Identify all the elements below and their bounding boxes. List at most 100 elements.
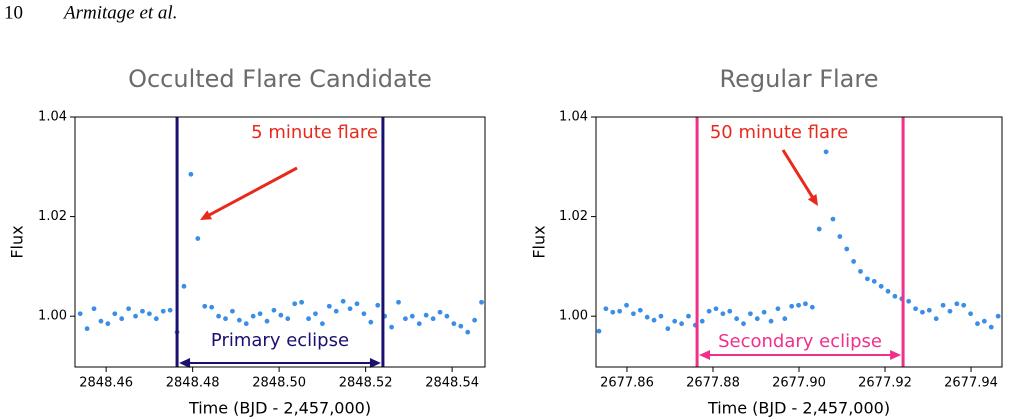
data-point — [603, 306, 609, 312]
data-point — [403, 316, 408, 322]
data-point — [699, 318, 705, 324]
data-point — [796, 302, 801, 308]
data-point — [264, 318, 270, 324]
span-arrow-head — [369, 358, 381, 368]
data-point — [823, 149, 829, 155]
span-arrow-head — [179, 358, 191, 368]
data-point — [216, 313, 221, 319]
x-tick-label: 2677.94 — [944, 376, 998, 391]
annotation-arrow — [781, 149, 817, 203]
data-point — [243, 321, 249, 327]
data-point — [734, 316, 740, 322]
data-point — [988, 324, 994, 330]
span-label: Primary eclipse — [211, 330, 349, 351]
x-tick-label: 2677.86 — [600, 376, 654, 391]
data-point — [451, 321, 457, 327]
data-point — [631, 311, 636, 317]
data-point — [933, 316, 939, 322]
data-point — [230, 308, 235, 314]
data-point — [368, 319, 374, 325]
data-point — [885, 288, 891, 294]
data-point — [285, 316, 291, 322]
data-point — [837, 234, 843, 239]
data-point — [844, 246, 850, 252]
data-point — [195, 236, 201, 241]
data-point — [816, 226, 822, 232]
data-point — [679, 321, 684, 327]
data-point — [271, 307, 277, 313]
data-point — [892, 293, 898, 299]
data-point — [658, 313, 664, 319]
data-point — [665, 326, 671, 332]
data-point — [458, 323, 464, 329]
data-point — [409, 313, 415, 319]
data-point — [333, 308, 339, 314]
data-point — [119, 316, 125, 322]
y-tick-label: 1.04 — [559, 110, 588, 125]
data-point — [920, 309, 925, 315]
data-point — [947, 308, 953, 314]
x-tick-label: 2848.46 — [79, 376, 133, 391]
data-point — [479, 299, 484, 305]
x-tick-label: 2677.92 — [858, 376, 912, 391]
plot-frame — [74, 116, 486, 368]
data-point — [864, 276, 870, 282]
data-point — [624, 302, 629, 308]
data-point — [437, 309, 443, 315]
data-point — [754, 316, 760, 322]
data-point — [748, 311, 753, 317]
data-point — [153, 316, 159, 322]
data-point — [913, 306, 918, 312]
annotation-arrow-head — [807, 194, 818, 206]
data-point — [430, 316, 436, 322]
data-point — [416, 321, 422, 327]
data-point — [713, 306, 719, 312]
data-point — [146, 311, 152, 317]
data-point — [396, 299, 401, 305]
annotation-arrow-head — [200, 210, 213, 220]
data-point — [610, 309, 616, 315]
data-point — [112, 311, 118, 317]
data-point — [761, 309, 767, 315]
data-point — [851, 259, 857, 264]
data-point — [995, 313, 1001, 319]
data-point — [347, 306, 353, 312]
page-number: 10 — [4, 2, 23, 23]
data-point — [706, 308, 712, 314]
data-point — [768, 318, 774, 324]
data-point — [236, 317, 242, 323]
x-tick-label: 2848.54 — [425, 376, 479, 391]
x-axis-label: Time (BJD - 2,457,000) — [188, 399, 371, 418]
data-point — [803, 301, 808, 307]
data-point — [741, 321, 746, 327]
y-tick-label: 1.00 — [559, 309, 588, 324]
data-point — [326, 303, 332, 309]
span-arrow-head — [890, 350, 902, 360]
data-point — [637, 307, 643, 313]
data-point — [617, 308, 623, 314]
data-point — [727, 308, 733, 314]
data-point — [651, 317, 657, 323]
data-point — [968, 311, 974, 317]
annotation: 5 minute flare — [251, 122, 378, 143]
annotation-arrow — [207, 166, 298, 218]
data-point — [292, 301, 298, 307]
span-label: Secondary eclipse — [718, 331, 882, 352]
data-point — [809, 304, 815, 310]
data-point — [299, 299, 305, 305]
data-point — [596, 328, 602, 334]
y-axis-label: Flux — [530, 225, 549, 258]
data-point — [686, 313, 691, 319]
data-point — [167, 307, 173, 313]
data-point — [181, 283, 187, 289]
data-point — [133, 313, 138, 319]
data-point — [105, 321, 111, 327]
data-point — [140, 308, 145, 314]
data-point — [830, 216, 836, 222]
data-point — [375, 302, 381, 308]
data-point — [720, 311, 726, 317]
y-axis-label: Flux — [8, 225, 27, 258]
data-point — [789, 303, 795, 309]
y-tick-label: 1.04 — [38, 110, 67, 125]
